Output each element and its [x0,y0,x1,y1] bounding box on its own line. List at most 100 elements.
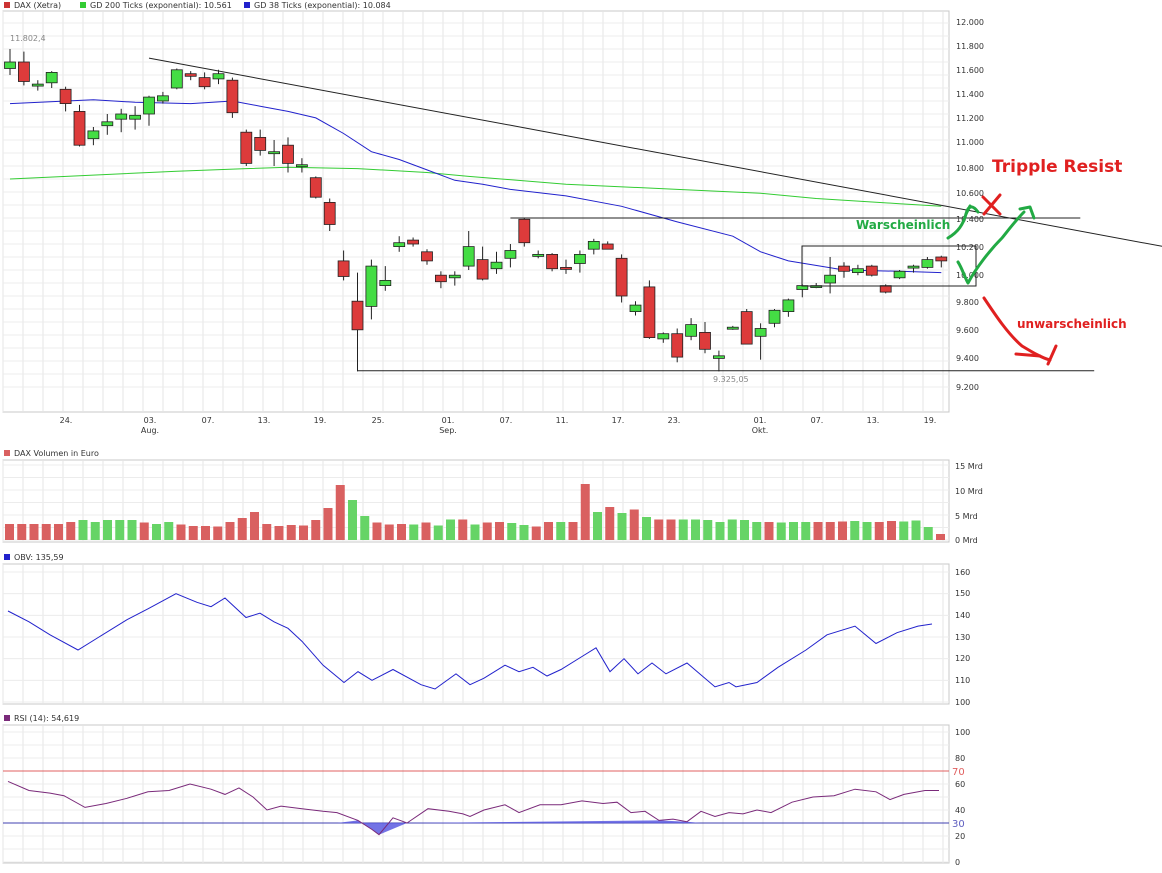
candle [45,71,58,88]
x-tick: 13. [867,416,880,425]
candle [657,332,670,343]
obv-y-tick: 110 [955,676,970,685]
volume-bar [164,522,174,540]
candle-body [295,164,308,168]
candle-body [740,311,753,345]
y-tick: 9.400 [956,354,979,363]
obv-y-tick: 130 [955,633,970,642]
candle-body [31,83,44,87]
candle [629,301,642,316]
candle-body [838,265,850,272]
candle-body [4,61,16,69]
candle [518,218,531,247]
candle [184,71,197,81]
volume-bar [446,519,455,540]
legend-gd38: GD 38 Ticks (exponential): 10.084 [254,1,391,10]
candle [156,91,169,104]
main-panel-frame [2,10,950,413]
volume-bar [311,520,321,540]
volume-bar [250,512,259,540]
candle-body [393,242,406,247]
candle [740,309,753,345]
volume-bar [593,512,602,540]
candle-body [115,113,128,120]
candle-body [907,265,920,269]
candle [434,271,447,289]
volume-bar [813,522,823,540]
x-tick: 19. [924,416,937,425]
candle-body [198,77,211,88]
candle-body [852,268,864,274]
x-tick: 19. [314,416,327,425]
volume-bar [801,522,811,540]
obv-y-tick: 120 [955,654,970,663]
candle-body [921,259,934,268]
candle-body [587,240,600,250]
legend-swatch-dax [4,2,10,8]
candle [671,328,684,363]
volume-bar [103,520,112,540]
legend-obv: OBV: 135,59 [14,553,64,562]
candle-body [240,131,253,164]
candle [254,129,267,156]
annotation-warscheinlich: Warscheinlich [856,218,950,232]
volume-bar [433,525,443,540]
candle [448,271,461,286]
candle-body [59,88,72,105]
candle [726,325,739,330]
obv-y-tick: 160 [955,568,970,577]
volume-bar [544,522,553,540]
legend-volume: DAX Volumen in Euro [14,449,99,458]
gd200-line [9,166,942,207]
candle [421,249,433,265]
volume-bar [201,526,210,540]
candle [782,298,795,317]
rsi-y-tick-70: 70 [952,767,965,778]
volume-bar [887,521,896,540]
candle-body [713,355,725,359]
candle-body [476,259,489,280]
candle-body [685,324,697,337]
month-label: Aug. [141,426,159,435]
candle [379,266,392,291]
candle [699,322,711,354]
volume-bar [397,524,406,540]
candle [240,129,253,166]
volume-bar [90,522,100,540]
obv-y-tick: 150 [955,589,970,598]
candle-body [434,274,447,283]
volume-bar [495,522,504,540]
candle [73,104,86,147]
y-tick: 11.600 [956,66,984,75]
volume-bar [923,527,933,540]
volume-bar [213,526,223,540]
candle-body [407,239,420,245]
candle-body [671,333,684,358]
volume-bar [470,524,480,540]
volume-bar [348,500,357,540]
candle-body [170,69,183,89]
y-tick: 11.200 [956,114,984,123]
x-tick: 07. [500,416,513,425]
legend-swatch-gd38 [244,2,250,8]
candle-body [421,251,433,262]
candle-body [448,274,461,279]
y-tick: 11.000 [956,138,984,147]
y-tick: 10.800 [956,164,984,173]
volume-bar [188,526,198,540]
y-tick: 10.600 [956,189,984,198]
volume-bar [507,523,517,540]
volume-bar [237,518,247,540]
volume-bar [850,521,860,540]
x-tick: 01. [754,416,767,425]
candle-body [490,261,503,270]
month-label: Okt. [752,426,769,435]
volume-bar [29,524,39,540]
annotation-tripple-resist: Tripple Resist [992,157,1122,177]
candle [4,49,16,75]
x-tick: 11. [556,416,569,425]
candle-body [893,270,906,279]
candle [865,264,878,277]
candle [59,86,72,112]
rsi-y-tick: 100 [955,728,970,737]
